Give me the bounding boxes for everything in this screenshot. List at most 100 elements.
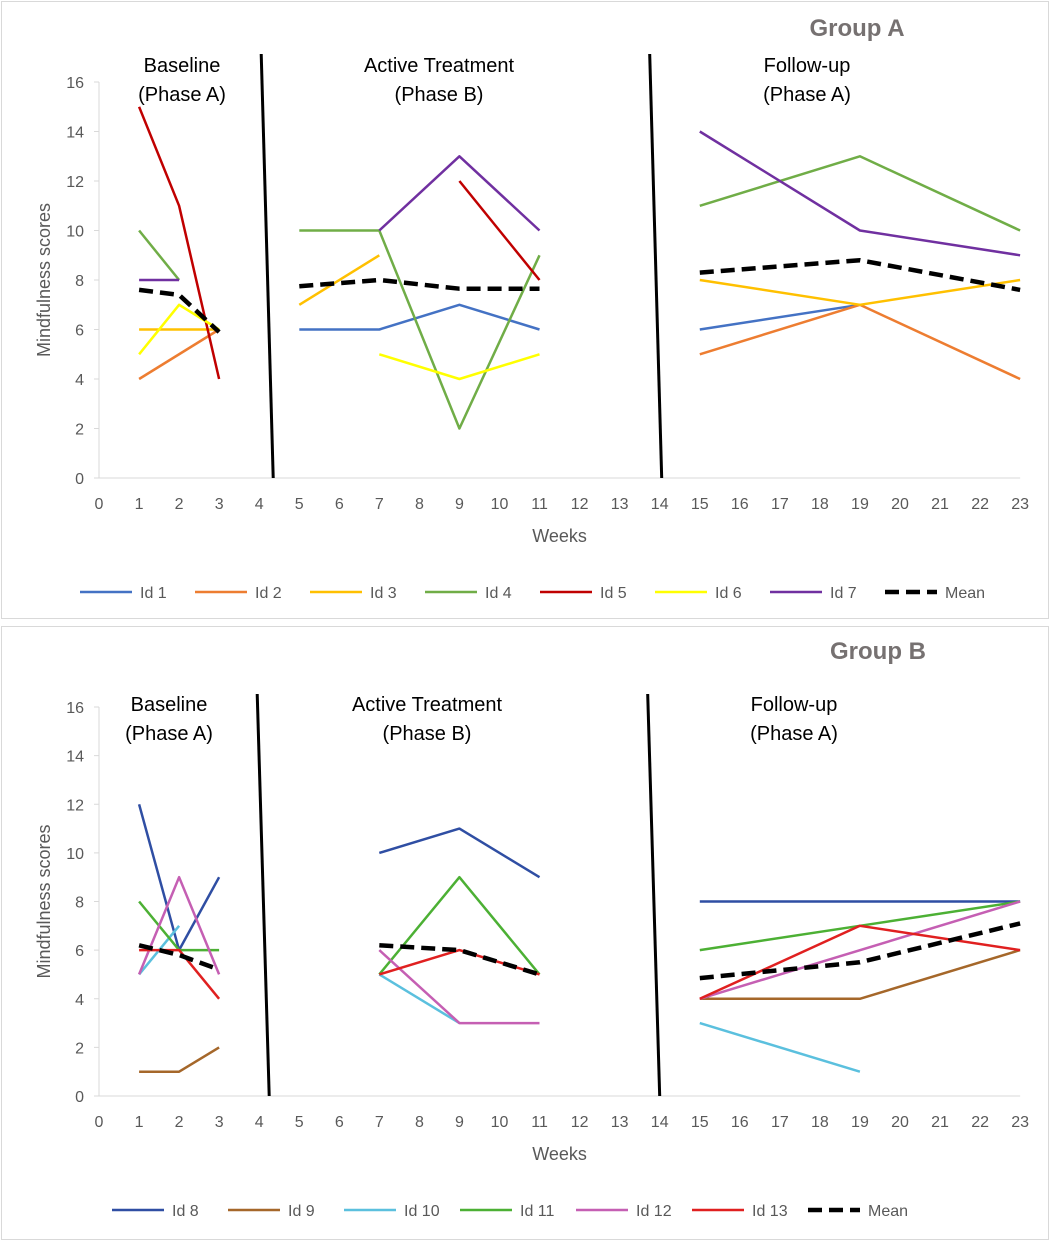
x-tick-label: 15 [691,1114,709,1131]
y-tick-label: 4 [75,372,84,389]
y-tick-label: 2 [75,422,84,439]
series-line-segment [378,973,461,1025]
series-id-12 [137,875,1021,1025]
series-line-segment [299,229,541,430]
legend-label: Mean [945,585,985,602]
phase-label-title: Follow-up [764,55,851,77]
series-line-segment [699,948,1021,1001]
x-tick-label: 10 [491,496,509,513]
legend-label: Id 3 [370,585,397,602]
series-line-segment [378,155,541,232]
x-tick-label: 18 [811,1114,829,1131]
x-tick-label: 1 [135,1114,144,1131]
series-line-segment [299,303,540,331]
series-line-segment [138,229,181,281]
series-line-segment [137,875,221,975]
x-tick-label: 9 [455,1114,464,1131]
x-tick-label: 18 [811,496,829,513]
legend-label: Id 9 [288,1203,315,1220]
x-tick-label: 13 [611,496,629,513]
x-tick-label: 21 [931,496,949,513]
x-tick-label: 8 [415,496,424,513]
y-tick-label: 14 [66,125,84,142]
x-tick-label: 11 [531,496,548,513]
phase-label-title: Baseline [131,694,208,716]
y-axis-title: Mindfulness scores [34,824,54,978]
x-tick-label: 11 [531,1114,548,1131]
series-line-segment [699,1021,861,1073]
series-id-6 [138,303,540,381]
series-line-segment [699,303,1021,381]
series-line-segment [299,277,540,291]
x-tick-label: 10 [491,1114,509,1131]
legend-label: Id 12 [636,1203,672,1220]
legend-label: Id 8 [172,1203,199,1220]
y-tick-label: 4 [75,992,84,1009]
phase-label-subtitle: (Phase A) [138,84,226,106]
series-mean [138,257,1021,334]
y-tick-label: 8 [75,273,84,290]
series-id-1 [299,303,861,331]
series-mean [138,921,1021,981]
series-line-segment [699,278,1021,307]
series-line-segment [699,900,1021,1000]
group-a-chart-panel: Group A 0 2 4 6 8 10 12 14 16 0 1 2 3 4 5 6 7 8 9 10 11 12 13 14… [1,1,1049,619]
series-id-13 [139,924,1021,1000]
phase-label-title: Baseline [144,55,221,77]
x-tick-label: 19 [851,496,869,513]
x-tick-label: 2 [175,496,184,513]
x-tick-label: 22 [971,496,989,513]
x-tick-label: 19 [851,1114,869,1131]
y-tick-label: 0 [75,471,84,488]
x-axis-title: Weeks [532,1144,587,1164]
x-tick-label: 5 [295,496,304,513]
series-id-11 [138,875,1021,976]
y-tick-label: 10 [66,224,84,241]
phase-boundary-line [259,53,275,479]
y-tick-label: 6 [75,943,84,960]
series-line-segment [139,1046,220,1073]
x-tick-label: 6 [335,496,344,513]
series-line-segment [699,921,1021,981]
x-tick-label: 0 [95,496,104,513]
x-tick-label: 14 [651,496,669,513]
series-line-segment [379,943,541,977]
series-line-segment [298,254,380,306]
x-tick-label: 15 [691,496,709,513]
x-tick-label: 13 [611,1114,629,1131]
x-tick-label: 12 [571,1114,589,1131]
series-line-segment [458,180,541,281]
x-tick-label: 22 [971,1114,989,1131]
phase-label-subtitle: (Phase A) [125,723,213,745]
x-tick-label: 5 [295,1114,304,1131]
chart-title: Group A [809,15,904,42]
series-line-segment [138,303,220,356]
x-tick-label: 8 [415,1114,424,1131]
x-tick-label: 1 [135,496,144,513]
series-id-3 [139,254,1021,331]
y-tick-label: 14 [66,749,84,766]
series-line-segment [378,353,540,381]
x-tick-label: 4 [255,1114,264,1131]
x-tick-label: 21 [931,1114,949,1131]
x-tick-label: 6 [335,1114,344,1131]
y-axis-title: Mindfulness scores [34,203,54,357]
x-tick-label: 4 [255,496,264,513]
series-id-5 [137,106,541,380]
series-line-segment [699,257,1021,293]
series-line-segment [378,875,541,976]
phase-boundary-line [648,53,664,479]
phase-label-title: Active Treatment [352,694,503,716]
series-line-segment [378,949,540,1025]
y-tick-label: 12 [66,797,84,814]
x-tick-label: 20 [891,1114,909,1131]
y-tick-label: 0 [75,1089,84,1106]
x-tick-label: 23 [1011,1114,1029,1131]
series-id-9 [139,948,1021,1073]
x-tick-label: 7 [375,1114,384,1131]
series-line-segment [138,943,220,972]
series-line-segment [699,303,861,331]
x-tick-label: 0 [95,1114,104,1131]
x-tick-label: 3 [215,496,224,513]
